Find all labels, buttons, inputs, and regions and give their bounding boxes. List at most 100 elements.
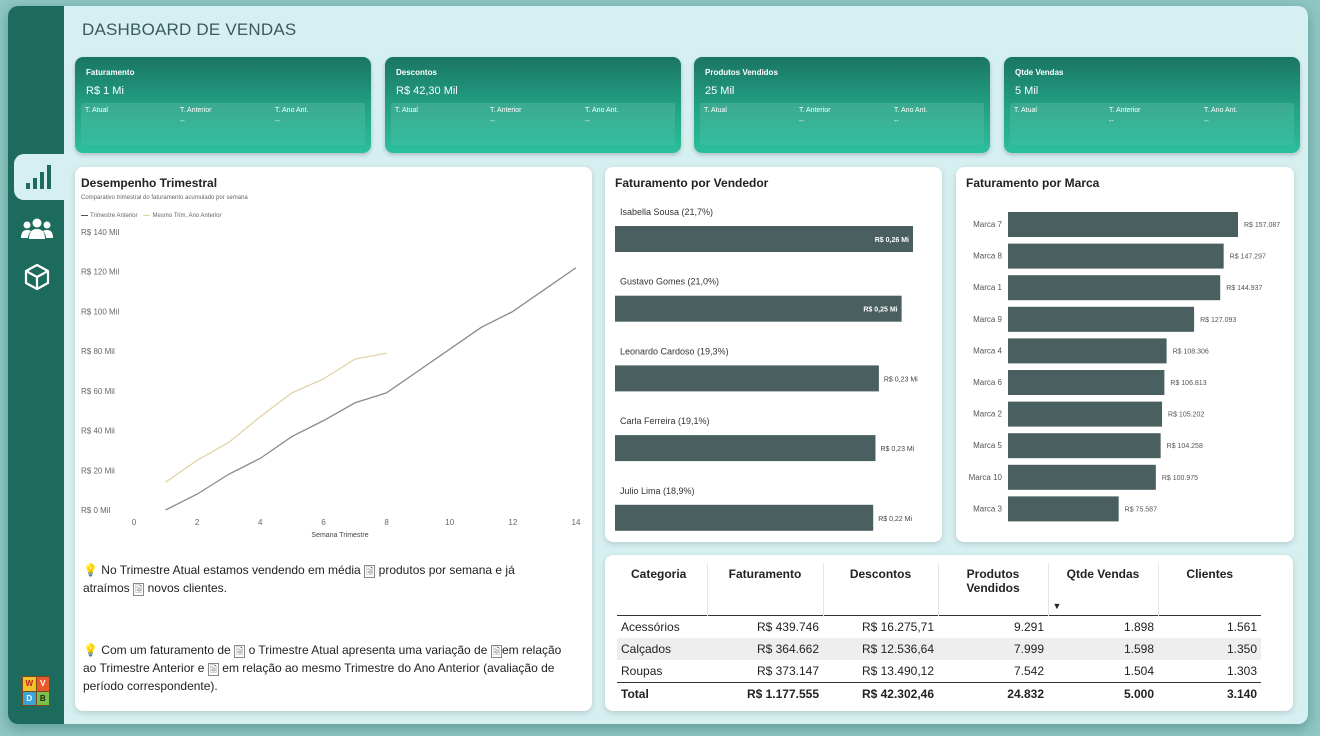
bar[interactable] xyxy=(1008,212,1238,237)
legend-item-mesmo-trim[interactable]: Mesmo Trim. Ano Anterior xyxy=(143,213,222,219)
bar[interactable] xyxy=(1008,433,1161,459)
kpi-value: R$ 42,30 Mil xyxy=(396,85,458,97)
kpi-value: 5 Mil xyxy=(1015,85,1039,97)
marca-bar-chart: Marca 7 R$ 157.087 Marca 8 R$ 147.297 Marca … xyxy=(969,212,1280,522)
bar-chart-icon xyxy=(26,165,51,189)
data-label: R$ 0,23 Mi xyxy=(884,376,918,383)
bar[interactable] xyxy=(1008,401,1163,427)
category-label: Marca 5 xyxy=(973,441,1002,450)
data-label: R$ 108.306 xyxy=(1173,348,1209,355)
col-header-descontos[interactable]: Descontos xyxy=(823,563,939,615)
insight-text-2: 💡 Com um faturamento de 🗟 o Trimestre At… xyxy=(83,643,562,693)
placeholder-icon: 🗟 xyxy=(364,565,376,578)
nav-item-produtos[interactable] xyxy=(12,254,62,300)
col-header-qtde-vendas[interactable]: Qtde Vendas ▼ xyxy=(1048,563,1159,615)
category-label: Isabella Sousa (21,7%) xyxy=(620,207,713,217)
data-label: R$ 0,23 Mi xyxy=(880,446,914,453)
category-label: Marca 9 xyxy=(973,315,1002,324)
kpi-card-qtde-vendas: Qtde Vendas 5 Mil T. Atual T. Anterior --… xyxy=(1004,57,1300,153)
x-tick-label: 8 xyxy=(384,518,389,527)
col-header-faturamento[interactable]: Faturamento xyxy=(707,563,824,615)
category-label: Marca 4 xyxy=(973,346,1002,355)
placeholder-icon: 🗟 xyxy=(133,583,145,596)
line-chart-subtitle: Comparativo trimestral do faturamento ac… xyxy=(81,195,248,201)
table-row: Calçados R$ 364.662 R$ 12.536,64 7.999 1.598… xyxy=(617,637,1261,660)
sort-indicator-icon[interactable]: ▼ xyxy=(1052,601,1062,611)
data-label: R$ 0,25 Mi xyxy=(863,307,897,314)
x-tick-label: 0 xyxy=(132,518,137,527)
kpi-card-faturamento: Faturamento R$ 1 Mi T. Atual T. Anterior… xyxy=(75,57,371,153)
y-tick-label: R$ 100 Mil xyxy=(81,307,119,316)
kpi-card-produtos-vendidos: Produtos Vendidos 25 Mil T. Atual T. Ant… xyxy=(694,57,990,153)
brand-logo: W V D B xyxy=(22,676,50,706)
kpi-label: Faturamento xyxy=(86,68,135,77)
x-tick-label: 4 xyxy=(258,518,263,527)
kpi-col-atual: T. Atual xyxy=(1014,107,1037,114)
category-label: Marca 2 xyxy=(973,410,1002,419)
legend-item-trimestre-anterior[interactable]: Trimestre Anterior xyxy=(81,213,137,219)
bar[interactable] xyxy=(1008,275,1221,301)
data-label: R$ 104.258 xyxy=(1167,443,1203,450)
kpi-col-ano-ant: T. Ano Ant. -- xyxy=(1204,107,1238,125)
data-label: R$ 0,22 Mi xyxy=(878,516,912,523)
x-tick-label: 6 xyxy=(321,518,326,527)
bar[interactable] xyxy=(615,504,874,531)
data-label: R$ 147.297 xyxy=(1230,254,1266,261)
y-tick-label: R$ 0 Mil xyxy=(81,506,111,515)
x-axis-label: Semana Trimestre xyxy=(311,532,368,537)
kpi-label: Produtos Vendidos xyxy=(705,68,778,77)
nav-item-dashboard[interactable] xyxy=(14,154,64,200)
bar[interactable] xyxy=(1008,464,1156,490)
table-row: Roupas R$ 373.147 R$ 13.490,12 7.542 1.504 1.… xyxy=(621,664,1257,678)
kpi-col-anterior: T. Anterior -- xyxy=(490,107,522,125)
y-tick-label: R$ 60 Mil xyxy=(81,387,115,396)
category-label: Marca 7 xyxy=(973,220,1002,229)
col-header-clientes[interactable]: Clientes xyxy=(1186,567,1234,581)
table-row: Acessórios R$ 439.746 R$ 16.275,71 9.291 1.8… xyxy=(617,614,1261,638)
marca-chart-title: Faturamento por Marca xyxy=(966,176,1100,190)
placeholder-icon: 🗟 xyxy=(207,663,219,676)
vendedor-chart-title: Faturamento por Vendedor xyxy=(615,176,769,190)
data-label: R$ 144.937 xyxy=(1226,285,1262,292)
bar[interactable] xyxy=(615,295,902,322)
kpi-col-atual: T. Atual xyxy=(704,107,727,114)
data-label: R$ 127.093 xyxy=(1200,317,1236,324)
category-label: Marca 1 xyxy=(973,283,1002,292)
card-faturamento-marca: Faturamento por Marca Marca 7 R$ 157.087 M… xyxy=(956,167,1294,542)
data-label: R$ 100.975 xyxy=(1162,475,1198,482)
card-desempenho-trimestral: Desempenho Trimestral Comparativo trimes… xyxy=(75,167,592,711)
series-line-trimestre-anterior[interactable] xyxy=(165,267,577,511)
bar[interactable] xyxy=(1008,306,1195,332)
col-header-categoria[interactable]: Categoria xyxy=(617,563,708,615)
col-header-produtos-vendidos[interactable]: Produtos Vendidos xyxy=(938,563,1049,615)
category-label: Marca 10 xyxy=(969,473,1003,482)
y-tick-label: R$ 140 Mil xyxy=(81,228,119,237)
users-icon xyxy=(21,218,53,239)
category-label: Carla Ferreira (19,1%) xyxy=(620,416,710,426)
bar[interactable] xyxy=(1008,243,1224,269)
data-label: R$ 0,26 Mi xyxy=(875,237,909,244)
bar[interactable] xyxy=(1008,496,1119,522)
x-tick-label: 14 xyxy=(572,518,581,527)
bar[interactable] xyxy=(1008,338,1167,364)
vendedor-bar-chart: Isabella Sousa (21,7%) R$ 0,26 Mi Gustavo … xyxy=(615,207,918,531)
category-label: Leonardo Cardoso (19,3%) xyxy=(620,346,729,356)
x-tick-label: 12 xyxy=(508,518,517,527)
data-label: R$ 106.813 xyxy=(1170,380,1206,387)
kpi-col-ano-ant: T. Ano Ant. -- xyxy=(275,107,309,125)
kpi-card-descontos: Descontos R$ 42,30 Mil T. Atual T. Anter… xyxy=(385,57,681,153)
bar[interactable] xyxy=(615,365,879,392)
kpi-comparison: T. Atual T. Anterior -- T. Ano Ant. -- xyxy=(1010,103,1294,145)
nav-item-clientes[interactable] xyxy=(12,206,62,252)
category-label: Julio Lima (18,9%) xyxy=(620,486,695,496)
category-label: Marca 3 xyxy=(973,504,1002,513)
bar[interactable] xyxy=(1008,370,1165,395)
series-line-mesmo-trim-ano-anterior[interactable] xyxy=(165,352,387,483)
bar[interactable] xyxy=(615,226,913,252)
kpi-value: R$ 1 Mi xyxy=(86,85,124,97)
kpi-label: Descontos xyxy=(396,68,437,77)
table-total-row: Total R$ 1.177.555 R$ 42.302,46 24.832 5.000… xyxy=(617,682,1261,705)
data-label: R$ 75.587 xyxy=(1125,506,1157,513)
data-label: R$ 105.202 xyxy=(1168,412,1204,419)
bar[interactable] xyxy=(615,435,876,462)
